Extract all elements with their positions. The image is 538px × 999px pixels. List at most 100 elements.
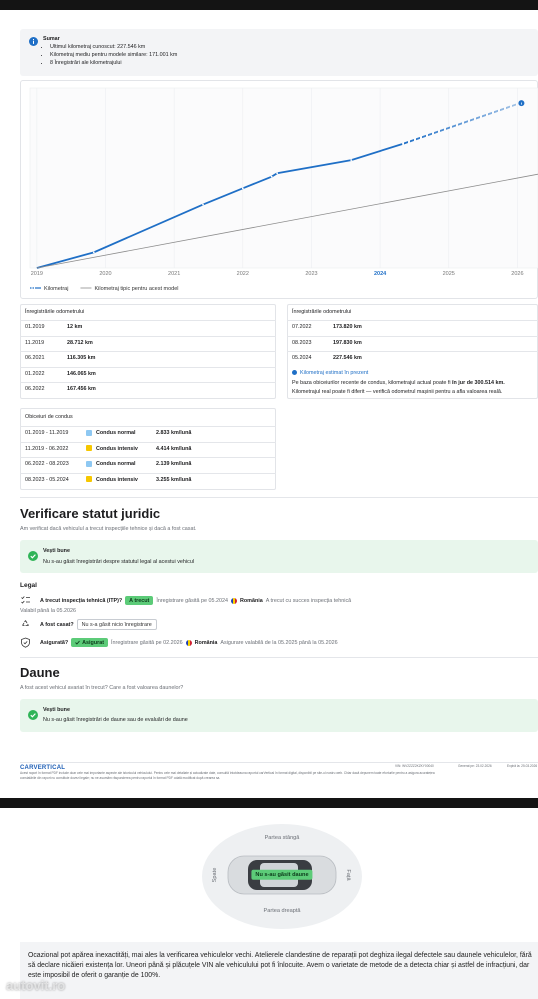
mileage: 167.456 km [67,386,96,392]
estimate-value: în jur de 300.514 km. [452,380,505,386]
date: 08.2023 [292,339,312,346]
summary-list: Ultimul kilometraj cunoscut: 227.546 kmK… [41,43,177,67]
summary-item: Ultimul kilometraj cunoscut: 227.546 km [50,43,177,51]
plot-area [29,87,538,269]
period: 08.2023 - 05.2024 [25,476,69,483]
x-tick-label: 2021 [168,271,180,277]
scrapped-row: A fost casat? Nu s-a găsit nicio înregist… [20,619,157,630]
line [36,173,538,269]
estimate-text: Kilometrajul real poate fi diferit — ver… [292,388,503,395]
point [350,159,353,161]
row-divider [20,426,276,427]
check-icon [28,710,38,720]
record-note: Asigurare valabilă de la 05.2025 până la… [220,639,338,646]
summary-item: 8 Înregistrări ale kilometrajului [50,59,177,67]
summary-title: Sumar [43,36,60,42]
good-news-text: Nu s-au găsit înregistrări despre statut… [43,559,195,565]
summary-box [20,29,538,76]
rate: 2.139 km/lună [156,461,192,467]
date: 11.2019 [25,339,45,346]
note-box [20,942,538,999]
date: 07.2022 [292,324,312,330]
section-title: Daune [20,665,60,680]
summary-item: Kilometraj mediu pentru modele similare:… [50,51,177,59]
question: Asigurată? [40,639,69,646]
point [276,172,279,175]
check-icon [28,551,38,561]
flag [185,639,192,646]
legend-label: Kilometraj tipic pentru acest model [94,286,178,292]
habit: Condus intensiv [96,445,138,452]
recycle-icon [22,620,29,626]
x-tick-label: 2025 [443,271,455,277]
status-badge: Nu s-a găsit nicio înregistrare [76,619,157,630]
mileage: 197.830 km [333,339,362,346]
damage-badge: Nu s-au găsit daune [251,869,313,881]
point [202,203,204,206]
divider [20,657,538,658]
period: 01.2019 - 11.2019 [25,430,69,436]
row-divider [287,335,538,337]
habit-swatch [86,429,92,436]
chart: 2019 2020 2021 2022 2023 2024 2025 2026 Kilometr… [29,87,538,292]
point [241,187,244,190]
period: 11.2019 - 06.2022 [25,445,69,452]
estimate-text: Pe baza obiceiurilor recente de condus, … [292,379,536,396]
table-box [20,408,276,490]
expiry-date: Expiră la: 25.03.2026 [507,764,538,768]
question: A trecut inspecția tehnică (ITP)? [40,597,123,604]
x-tick-label: 2022 [237,271,249,277]
divider [20,762,538,763]
info-dot [292,370,297,375]
badge-text: Asigurat [82,639,105,646]
note-text: Ocazional pot apărea inexactități, mai a… [28,952,532,979]
good-news-title: Vești bune [43,707,70,713]
watermark: autovit.ro [6,978,66,993]
table-title: Obiceiuri de condus [25,414,73,420]
date: 01.2022 [25,370,45,377]
mileage: 227.546 km [333,355,362,361]
habit: Condus intensiv [96,476,138,483]
x-tick-label: 2026 [511,271,523,277]
row-divider [20,320,276,321]
section-title: Verificare statut juridic [20,506,161,521]
good-news-title: Vești bune [43,548,70,554]
habit: Condus normal [96,461,136,467]
row-divider [20,382,276,383]
rate: 2.833 km/lună [156,430,192,436]
disclaimer: constatările din raport nu constituie do… [20,776,221,780]
estimate-text: Pe baza obiceiurilor recente de condus, … [292,380,453,386]
country: România [194,639,218,646]
side-label: Partea dreaptă [263,908,301,914]
itp-row: A trecut inspecția tehnică (ITP)? A trecu… [20,595,351,606]
row-divider [20,441,276,443]
table-title: Înregistrările odometrului [292,309,352,315]
rate: 3.255 km/lună [156,476,192,483]
x-tick-label: 2019 [31,271,43,277]
point [270,175,273,178]
x-tick-label: 2024 [374,271,387,277]
good-news-box [20,699,538,732]
side-label: Față [345,869,352,881]
row-divider [20,351,276,352]
check-icon [75,640,80,645]
country: România [239,597,263,604]
mileage: 116.305 km [67,355,96,361]
period: 06.2022 - 08.2023 [25,461,69,467]
section-subtitle: A fost acest vehicul avariat în trecut? … [20,685,184,691]
question: A fost casat? [40,621,74,628]
estimate-title: Kilometraj estimat în prezent [300,370,369,376]
row-divider [287,320,538,321]
point [92,251,95,254]
mileage: 146.065 km [67,370,96,377]
good-news-box [20,540,538,573]
status-badge: A trecut [125,596,154,605]
status-badge: Asigurat [71,638,109,647]
side-label: Partea stângă [264,835,300,841]
shield-icon [21,637,30,648]
record-note: A trecut cu succes inspecția tehnică [265,597,352,604]
generated-date: Generat pe: 23.02.2026 [458,764,492,768]
date: 05.2024 [292,355,312,361]
flag [230,597,237,604]
